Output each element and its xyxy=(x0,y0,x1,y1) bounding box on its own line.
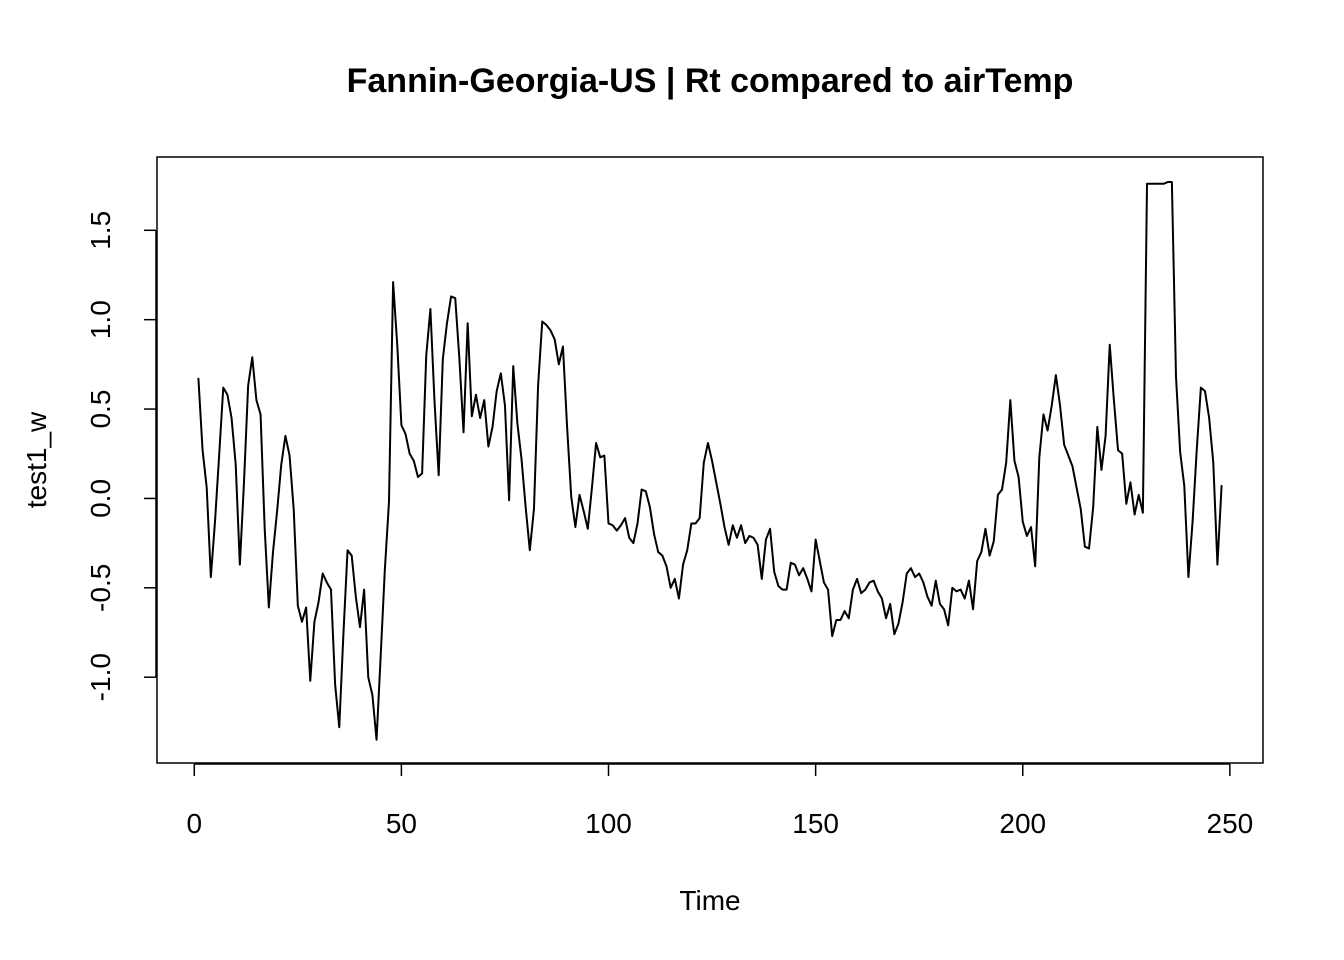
x-tick-label: 200 xyxy=(999,808,1046,839)
y-tick-label: -1.0 xyxy=(85,653,116,701)
x-tick-label: 0 xyxy=(186,808,202,839)
x-tick-label: 100 xyxy=(585,808,632,839)
y-axis-label: test1_w xyxy=(21,411,52,508)
y-axis: -1.0 -0.5 0.0 0.5 1.0 1.5 xyxy=(85,211,157,701)
chart-title: Fannin-Georgia-US | Rt compared to airTe… xyxy=(347,62,1074,100)
series-line xyxy=(197,181,1223,741)
plot-frame xyxy=(156,156,1264,764)
y-tick-label: 1.5 xyxy=(85,211,116,250)
x-tick-label: 150 xyxy=(792,808,839,839)
x-tick-label: 50 xyxy=(386,808,417,839)
y-tick-label: -0.5 xyxy=(85,564,116,612)
y-tick-label: 1.0 xyxy=(85,300,116,339)
y-tick-label: 0.5 xyxy=(85,390,116,429)
x-axis-label: Time xyxy=(679,885,740,916)
y-tick-label: 0.0 xyxy=(85,479,116,518)
x-tick-label: 250 xyxy=(1207,808,1254,839)
x-axis: 0 50 100 150 200 250 xyxy=(186,763,1254,839)
